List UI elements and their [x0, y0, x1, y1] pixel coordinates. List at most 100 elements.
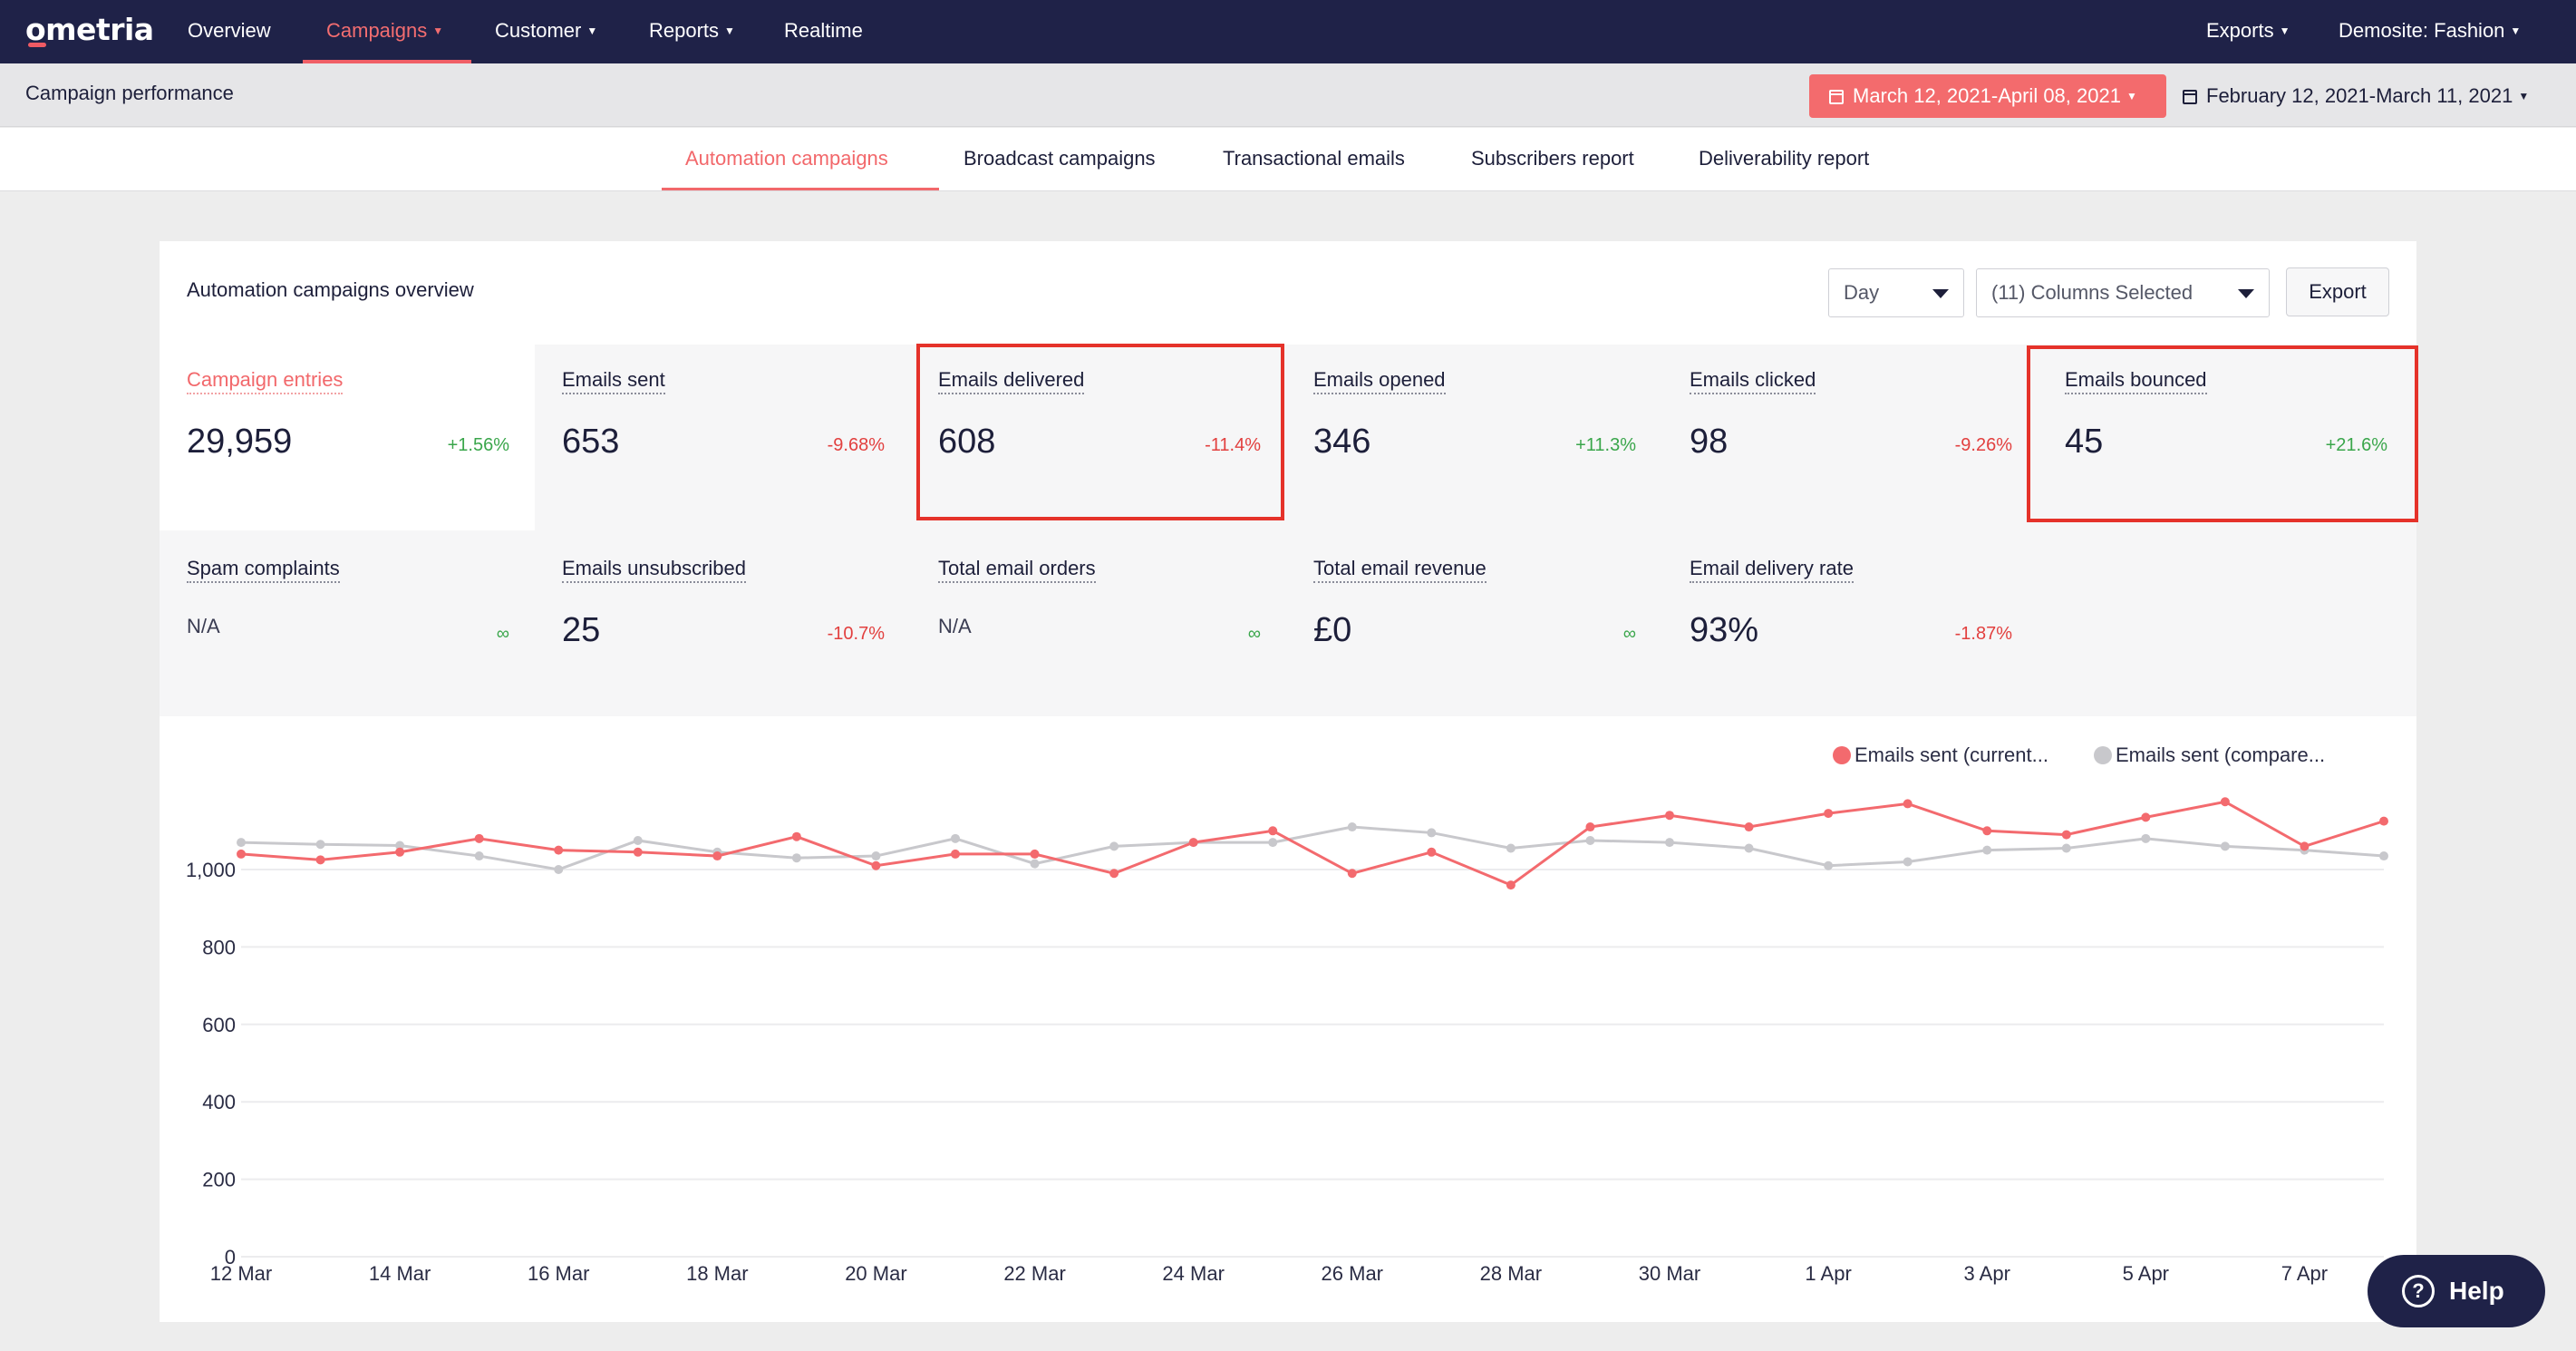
metric-campaign-entries[interactable]: Campaign entries 29,959 +1.56% — [160, 345, 535, 530]
data-point-compare — [1427, 828, 1437, 838]
data-point-current — [554, 845, 564, 855]
metric-label[interactable]: Total email revenue — [1313, 557, 1487, 583]
data-point-compare — [871, 851, 881, 861]
metric-change: -10.7% — [827, 624, 885, 644]
x-tick-label: 22 Mar — [1003, 1262, 1065, 1285]
highlight-emails-bounced — [2027, 345, 2418, 522]
line-chart-svg: 0 200 400 600 800 1,000 12 Mar 14 Mar 16 Mar 18 M… — [186, 797, 2388, 1285]
metric-value: 653 — [562, 423, 620, 461]
metric-emails-delivered[interactable]: Emails delivered 608 -11.4% — [911, 345, 1286, 530]
metric-total-email-revenue[interactable]: Total email revenue £0 ∞ — [1286, 533, 1661, 719]
metric-value: 25 — [562, 611, 601, 649]
nav-overview-label: Overview — [188, 19, 271, 42]
metric-change: -1.87% — [1954, 624, 2012, 644]
metric-total-email-orders[interactable]: Total email orders N/A ∞ — [911, 533, 1286, 719]
x-tick-label: 28 Mar — [1480, 1262, 1542, 1285]
nav-realtime[interactable]: Realtime — [784, 0, 863, 63]
compare-date-range-picker[interactable]: February 12, 2021-March 11, 2021 ▼ — [2183, 74, 2529, 118]
data-point-current — [1030, 849, 1040, 859]
tab-broadcast-campaigns[interactable]: Broadcast campaigns — [964, 147, 1156, 170]
metric-emails-unsubscribed[interactable]: Emails unsubscribed 25 -10.7% — [535, 533, 910, 719]
data-point-compare — [2379, 851, 2388, 861]
metric-label[interactable]: Email delivery rate — [1690, 557, 1854, 583]
metric-emails-bounced[interactable]: Emails bounced 45 +21.6% — [2038, 345, 2413, 530]
series-line-current — [240, 800, 2385, 887]
nav-campaigns-label: Campaigns — [326, 19, 428, 42]
metric-change: +21.6% — [2325, 435, 2387, 455]
data-point-compare — [2061, 843, 2071, 853]
metric-emails-opened[interactable]: Emails opened 346 +11.3% — [1286, 345, 1661, 530]
caret-down-icon: ▼ — [586, 24, 598, 37]
tab-deliverability-report[interactable]: Deliverability report — [1699, 147, 1870, 170]
x-tick-label: 1 Apr — [1805, 1262, 1851, 1285]
dropdown-arrow-icon — [1932, 289, 1949, 298]
report-tabs: Automation campaigns Broadcast campaigns… — [0, 128, 2576, 191]
x-tick-label: 14 Mar — [369, 1262, 431, 1285]
metric-label[interactable]: Emails sent — [562, 368, 665, 394]
nav-overview[interactable]: Overview — [188, 0, 271, 63]
data-point-current — [1744, 822, 1754, 832]
nav-campaigns[interactable]: Campaigns ▼ — [326, 0, 443, 63]
data-point-current — [1903, 799, 1913, 809]
metric-value: 93% — [1690, 611, 1759, 649]
metric-spam-complaints[interactable]: Spam complaints N/A ∞ — [160, 533, 535, 719]
legend-item-current[interactable]: Emails sent (current... — [1833, 744, 2048, 767]
nav-customer[interactable]: Customer ▼ — [495, 0, 597, 63]
compare-date-range-label: February 12, 2021-March 11, 2021 — [2206, 84, 2513, 107]
tab-automation-campaigns[interactable]: Automation campaigns — [685, 147, 888, 170]
metric-label[interactable]: Emails unsubscribed — [562, 557, 746, 583]
metric-value: 45 — [2065, 423, 2104, 461]
tab-transactional-emails[interactable]: Transactional emails — [1223, 147, 1405, 170]
active-tab-indicator — [662, 188, 939, 190]
data-point-compare — [474, 851, 484, 861]
metric-label[interactable]: Emails bounced — [2065, 368, 2207, 394]
metric-email-delivery-rate[interactable]: Email delivery rate 93% -1.87% — [1662, 533, 2038, 719]
data-point-current — [2220, 797, 2230, 807]
metric-value: £0 — [1313, 611, 1352, 649]
data-point-current — [395, 847, 405, 857]
x-tick-label: 24 Mar — [1162, 1262, 1224, 1285]
granularity-select[interactable]: Day — [1828, 268, 1964, 317]
granularity-value: Day — [1844, 281, 1880, 304]
legend-dot-icon — [2094, 746, 2112, 764]
metric-change: ∞ — [1247, 624, 1261, 644]
metric-label[interactable]: Spam complaints — [187, 557, 340, 583]
x-tick-label: 7 Apr — [2281, 1262, 2328, 1285]
metric-value: 346 — [1313, 423, 1371, 461]
calendar-icon — [2183, 90, 2197, 104]
metric-label[interactable]: Emails clicked — [1690, 368, 1816, 394]
data-point-current — [2379, 816, 2388, 826]
metric-change: ∞ — [1622, 624, 1636, 644]
data-point-compare — [395, 841, 405, 850]
metric-emails-sent[interactable]: Emails sent 653 -9.68% — [535, 345, 910, 530]
tab-subscribers-report[interactable]: Subscribers report — [1471, 147, 1634, 170]
legend-item-compare[interactable]: Emails sent (compare... — [2094, 744, 2325, 767]
sub-header: Campaign performance March 12, 2021-Apri… — [0, 63, 2576, 127]
data-point-current — [1824, 809, 1834, 819]
metric-change: ∞ — [496, 624, 509, 644]
metric-label[interactable]: Emails delivered — [938, 368, 1085, 394]
series-line-compare — [240, 825, 2385, 871]
columns-select[interactable]: (11) Columns Selected — [1976, 268, 2270, 317]
metric-emails-clicked[interactable]: Emails clicked 98 -9.26% — [1662, 345, 2038, 530]
data-point-compare — [315, 840, 325, 850]
export-button[interactable]: Export — [2286, 267, 2389, 316]
legend-label: Emails sent (current... — [1855, 744, 2048, 766]
data-point-compare — [237, 838, 246, 848]
data-point-current — [791, 831, 801, 841]
nav-site-selector[interactable]: Demosite: Fashion ▼ — [2339, 0, 2521, 63]
metric-label[interactable]: Total email orders — [938, 557, 1096, 583]
metric-label[interactable]: Emails opened — [1313, 368, 1446, 394]
metric-value: N/A — [187, 615, 220, 637]
metric-label[interactable]: Campaign entries — [187, 368, 344, 394]
help-button[interactable]: ? Help — [2368, 1255, 2545, 1327]
data-point-compare — [2220, 841, 2230, 851]
data-point-current — [474, 833, 484, 843]
data-point-current — [871, 860, 881, 870]
nav-reports[interactable]: Reports ▼ — [649, 0, 735, 63]
current-date-range-picker[interactable]: March 12, 2021-April 08, 2021 ▼ — [1809, 74, 2166, 118]
nav-exports[interactable]: Exports ▼ — [2206, 0, 2290, 63]
data-point-current — [712, 851, 722, 861]
x-tick-label: 16 Mar — [528, 1262, 589, 1285]
logo[interactable]: ometria — [25, 12, 154, 47]
